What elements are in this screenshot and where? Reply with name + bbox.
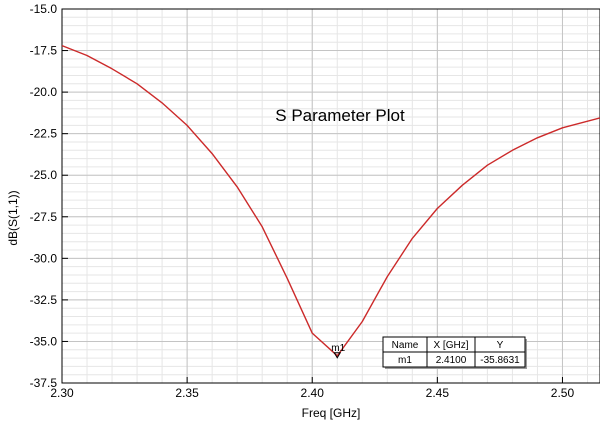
x-tick-label: 2.40 [301,386,325,400]
series-layer [61,44,600,357]
marker-table-header: X [GHz] [433,340,468,351]
y-tick-label: -32.5 [30,293,58,307]
x-tick-label: 2.50 [551,386,575,400]
marker-table-cell: 2.4100 [436,355,467,366]
y-tick-label: -15.0 [30,2,58,16]
marker-layer: m1 [331,343,346,359]
y-tick-label: -35.0 [30,334,58,348]
y-tick-label: -22.5 [30,127,58,141]
x-tick-label: 2.35 [175,386,199,400]
major-grid [61,8,600,384]
y-tick-label: -30.0 [30,251,58,265]
y-tick-label: -37.5 [30,376,58,390]
x-tick-label: 2.30 [50,386,74,400]
x-axis-label: Freq [GHz] [302,406,361,420]
marker-table-header: Name [392,340,419,351]
y-tick-label: -20.0 [30,85,58,99]
chart-title: S Parameter Plot [275,106,405,125]
marker-table-cell: -35.8631 [480,355,520,366]
y-tick-label: -25.0 [30,168,58,182]
marker-table-header: Y [497,340,504,351]
s11-curve [61,44,600,357]
y-tick-label: -27.5 [30,210,58,224]
x-tick-label: 2.45 [426,386,450,400]
minor-grid [61,8,600,384]
plot-area-frame [61,8,600,384]
marker-table: Name m1 X [GHz] 2.4100 Y -35.8631 [382,336,527,369]
y-tick-label: -17.5 [30,44,58,58]
marker-m1-label: m1 [331,343,345,354]
marker-table-cell: m1 [398,355,412,366]
axis-ticks: 2.30 2.35 2.40 2.45 2.50 -15.0 -17.5 -20.0 -22.5… [30,2,575,400]
y-axis-label: dB(S(1,1)) [6,190,20,245]
marker-m1-triangle [333,352,342,359]
